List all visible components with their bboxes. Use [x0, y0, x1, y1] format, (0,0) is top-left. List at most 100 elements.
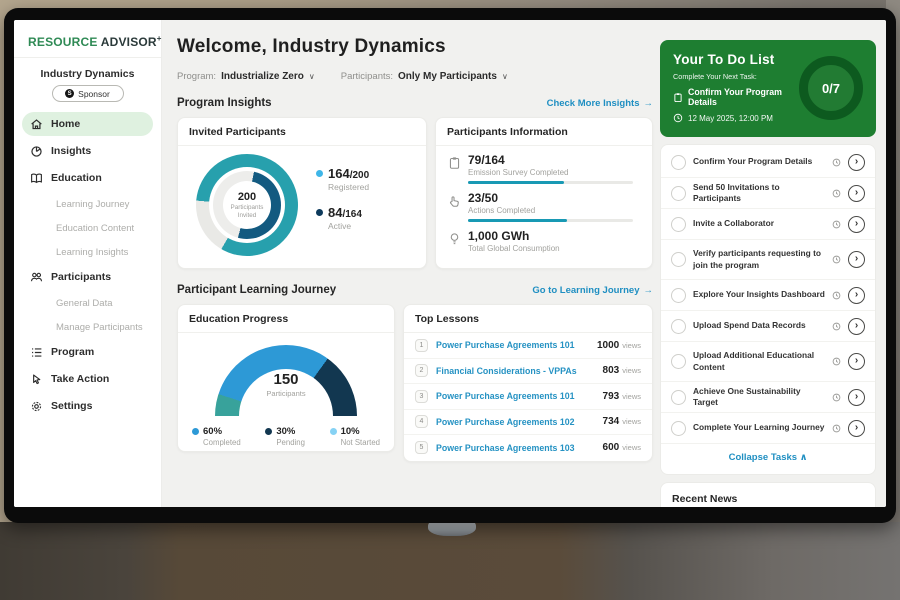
- lesson-row: 2 Financial Considerations - VPPAs 803 vi…: [404, 359, 652, 384]
- home-icon: [30, 118, 43, 131]
- legend-dot: [316, 209, 323, 216]
- progress-fill: [468, 219, 568, 222]
- task-go-button[interactable]: ›: [848, 153, 865, 171]
- program-filter-value: Industrialize Zero: [221, 71, 304, 82]
- task-label: Complete Your Learning Journey: [693, 422, 825, 433]
- clock-icon: [832, 189, 841, 198]
- invited-participants-card: Invited Participants 200 Participants In…: [177, 117, 427, 269]
- lesson-link[interactable]: Power Purchase Agreements 102: [436, 416, 575, 427]
- sidebar-item-home[interactable]: Home: [22, 112, 153, 136]
- task-row: Confirm Your Program Details ›: [661, 147, 875, 178]
- gauge-legend: 60% Completed 30% Pending 10% Not Starte…: [178, 416, 394, 447]
- task-checkbox[interactable]: [671, 354, 686, 369]
- lesson-link[interactable]: Power Purchase Agreements 103: [436, 442, 575, 453]
- insights-cards-row: Invited Participants 200 Participants In…: [177, 117, 653, 269]
- program-filter[interactable]: Program: Industrialize Zero ∨: [177, 71, 315, 82]
- check-more-insights-link[interactable]: Check More Insights →: [547, 98, 653, 109]
- clock-icon: [832, 393, 841, 402]
- main-column: Welcome, Industry Dynamics Program: Indus…: [162, 20, 660, 507]
- legend-item-completed: 60% Completed: [192, 426, 241, 447]
- legend-dot: [265, 428, 273, 435]
- sidebar-item-education-content[interactable]: Education Content: [56, 222, 135, 234]
- sidebar-nav: Home Insights Education Learning Journey…: [14, 110, 161, 423]
- task-checkbox[interactable]: [671, 154, 686, 170]
- link-label: Go to Learning Journey: [532, 284, 640, 296]
- clock-icon: [832, 424, 841, 433]
- donut-legend: 164/200 Registered 84/164: [316, 166, 369, 244]
- rank-badge: 3: [415, 389, 428, 403]
- sidebar-item-general-data[interactable]: General Data: [56, 297, 113, 309]
- legend-value: 30%: [276, 426, 296, 437]
- task-go-button[interactable]: ›: [848, 251, 865, 268]
- logo-primary: RESOURCE: [28, 35, 98, 49]
- legend-label: Completed: [203, 438, 241, 447]
- task-label: Achieve One Sustainability Target: [693, 385, 801, 407]
- participants-information-card: Participants Information 79/164 Emission…: [435, 117, 653, 269]
- task-checkbox[interactable]: [671, 389, 686, 405]
- learning-journey-header: Participant Learning Journey Go to Learn…: [177, 284, 653, 296]
- views-word: views: [622, 443, 641, 453]
- lesson-link[interactable]: Power Purchase Agreements 101: [436, 391, 575, 402]
- legend-value: 10%: [340, 426, 360, 437]
- task-go-button[interactable]: ›: [848, 317, 865, 335]
- legend-label: Pending: [276, 438, 305, 447]
- progress-bar: [468, 181, 634, 184]
- app-logo[interactable]: RESOURCE ADVISOR+: [14, 30, 161, 58]
- task-checkbox[interactable]: [671, 185, 686, 201]
- sponsor-badge[interactable]: S Sponsor: [51, 85, 124, 102]
- task-checkbox[interactable]: [671, 318, 686, 334]
- sidebar-item-insights[interactable]: Insights: [22, 139, 153, 163]
- section-title: Program Insights: [177, 97, 272, 109]
- task-row: Upload Additional Educational Content ›: [661, 342, 875, 382]
- task-row: Explore Your Insights Dashboard ›: [661, 280, 875, 311]
- task-go-button[interactable]: ›: [848, 388, 865, 406]
- list-icon: [30, 346, 43, 359]
- sidebar-item-label: Take Action: [51, 373, 110, 385]
- gear-icon: [30, 400, 43, 413]
- sidebar-item-settings[interactable]: Settings: [22, 394, 153, 418]
- gauge-center-value: 150: [273, 371, 299, 388]
- clock-icon: [832, 322, 841, 331]
- lesson-link[interactable]: Power Purchase Agreements 101: [436, 340, 575, 351]
- task-label: Explore Your Insights Dashboard: [693, 289, 825, 300]
- views-count: 793: [602, 390, 620, 402]
- collapse-tasks-link[interactable]: Collapse Tasks ∧: [661, 444, 875, 472]
- task-row: Invite a Collaborator ›: [661, 209, 875, 240]
- clock-icon: [832, 357, 841, 366]
- logo-plus: +: [156, 34, 162, 43]
- stat-label: Actions Completed: [468, 206, 536, 215]
- clock-icon: [673, 113, 683, 123]
- sidebar-item-learning-journey[interactable]: Learning Journey: [56, 198, 130, 210]
- stat-row: 79/164 Emission Survey Completed: [436, 146, 652, 184]
- task-checkbox[interactable]: [671, 420, 686, 436]
- task-checkbox[interactable]: [671, 287, 686, 303]
- sidebar: RESOURCE ADVISOR+ Industry Dynamics S Sp…: [14, 20, 162, 507]
- task-checkbox[interactable]: [671, 252, 686, 267]
- task-go-button[interactable]: ›: [848, 215, 865, 233]
- participants-filter-value: Only My Participants: [398, 71, 497, 82]
- task-go-button[interactable]: ›: [848, 353, 865, 370]
- task-go-button[interactable]: ›: [848, 286, 865, 304]
- sidebar-item-education[interactable]: Education: [22, 166, 153, 190]
- card-title: Top Lessons: [404, 305, 652, 333]
- task-go-button[interactable]: ›: [848, 419, 865, 437]
- todo-summary-card: Your To Do List Complete Your Next Task:…: [660, 40, 876, 137]
- todo-counter: 0/7: [821, 80, 841, 96]
- sidebar-item-manage-participants[interactable]: Manage Participants: [56, 321, 143, 333]
- task-go-button[interactable]: ›: [848, 184, 865, 202]
- participants-filter[interactable]: Participants: Only My Participants ∨: [341, 71, 508, 82]
- sidebar-item-learning-insights[interactable]: Learning Insights: [56, 246, 129, 258]
- sidebar-item-take-action[interactable]: Take Action: [22, 367, 153, 391]
- participants-filter-label: Participants:: [340, 71, 394, 82]
- task-label: Upload Spend Data Records: [693, 320, 806, 331]
- sidebar-item-participants[interactable]: Participants: [22, 265, 153, 289]
- donut-hole: 200 Participants Invited: [206, 164, 288, 246]
- recent-news-card: Recent News: [660, 482, 876, 507]
- todo-progress-ring: 0/7: [799, 56, 863, 120]
- go-to-learning-journey-link[interactable]: Go to Learning Journey →: [532, 285, 653, 296]
- task-checkbox[interactable]: [671, 216, 686, 232]
- lesson-link[interactable]: Financial Considerations - VPPAs: [436, 365, 577, 376]
- rank-badge: 2: [415, 364, 428, 378]
- sidebar-item-program[interactable]: Program: [22, 340, 153, 364]
- rank-badge: 5: [415, 441, 428, 455]
